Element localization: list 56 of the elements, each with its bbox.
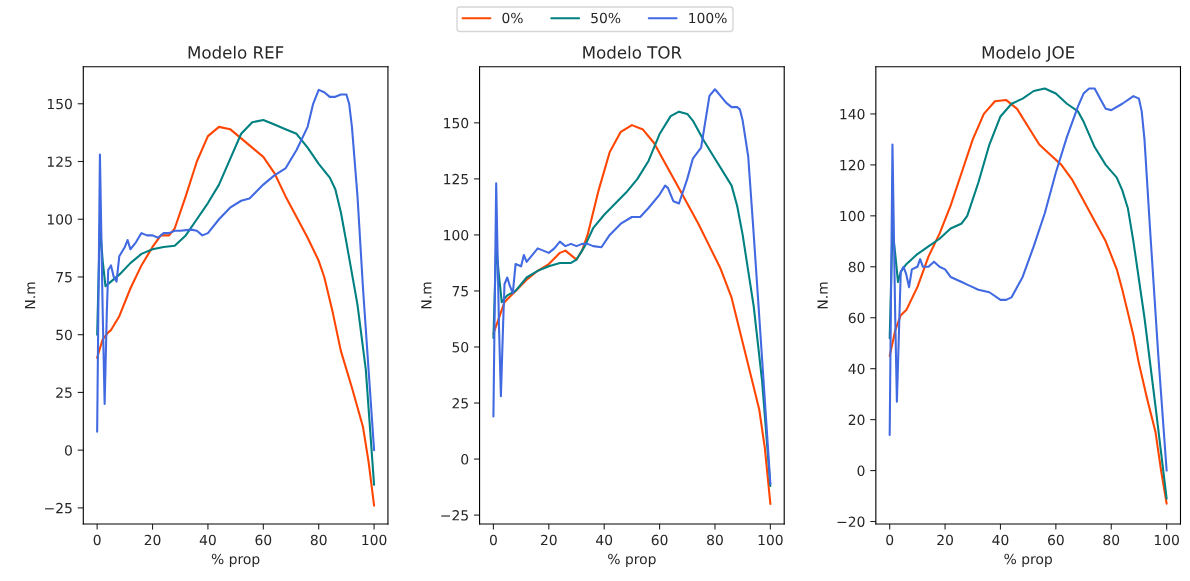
y-tick-label: −25 <box>45 502 72 514</box>
x-tick-label: 20 <box>937 534 953 546</box>
y-tick-label: 50 <box>56 329 72 341</box>
x-axis-title: % prop <box>608 553 656 567</box>
x-tick-label: 0 <box>93 534 101 546</box>
y-axis-title: N.m <box>817 282 828 309</box>
x-tick-label: 100 <box>362 534 387 546</box>
x-tick-label: 0 <box>489 534 497 546</box>
y-tick-label: 125 <box>444 173 468 185</box>
x-axis-title: % prop <box>1004 553 1052 567</box>
y-tick-label: 0 <box>461 454 469 465</box>
x-axis-title: % prop <box>211 553 260 567</box>
x-tick-label: 60 <box>255 534 272 546</box>
x-tick-label: 40 <box>596 534 613 546</box>
y-tick-label: 60 <box>848 312 865 324</box>
y-tick-label: 150 <box>444 117 469 129</box>
x-tick-label: 80 <box>310 534 327 546</box>
legend-label: 100% <box>689 12 727 24</box>
y-tick-label: 0 <box>64 445 72 456</box>
legend-label: 0% <box>502 12 523 24</box>
x-tick-label: 60 <box>1047 534 1064 546</box>
y-tick-label: 50 <box>452 341 469 353</box>
x-tick-label: 100 <box>758 534 783 546</box>
y-tick-label: 140 <box>840 108 865 120</box>
y-tick-label: 25 <box>56 387 72 398</box>
line-series <box>96 88 376 452</box>
y-tick-label: 100 <box>444 229 469 241</box>
x-tick-label: 100 <box>1154 534 1179 546</box>
chart-title: Modelo JOE <box>982 45 1075 62</box>
y-tick-label: 0 <box>857 465 865 477</box>
x-tick-label: 20 <box>540 534 557 546</box>
y-axis-title: N.m <box>421 282 432 309</box>
y-tick-label: 100 <box>47 214 72 225</box>
y-tick-label: 100 <box>840 210 865 222</box>
y-tick-label: −20 <box>837 516 865 527</box>
x-tick-label: 0 <box>886 534 894 546</box>
y-tick-label: 75 <box>452 286 468 297</box>
y-tick-label: 125 <box>47 156 72 167</box>
x-tick-label: 80 <box>1103 534 1120 546</box>
legend-label: 50% <box>591 12 621 24</box>
y-tick-label: 20 <box>848 414 865 426</box>
y-tick-label: 40 <box>848 363 865 375</box>
y-tick-label: −25 <box>441 510 468 521</box>
x-tick-label: 40 <box>992 534 1009 546</box>
y-tick-label: 120 <box>840 159 865 171</box>
y-tick-label: 150 <box>47 98 72 110</box>
y-tick-label: 75 <box>56 272 72 283</box>
chart-title: Modelo REF <box>188 45 284 59</box>
y-tick-label: 25 <box>452 397 468 409</box>
x-tick-label: 60 <box>651 534 668 546</box>
chart-title: Modelo TOR <box>583 45 682 59</box>
y-axis-title: N.m <box>25 282 36 309</box>
y-tick-label: 80 <box>848 261 865 273</box>
x-tick-label: 80 <box>707 534 723 546</box>
x-tick-label: 40 <box>199 534 216 546</box>
x-tick-label: 20 <box>144 534 161 546</box>
